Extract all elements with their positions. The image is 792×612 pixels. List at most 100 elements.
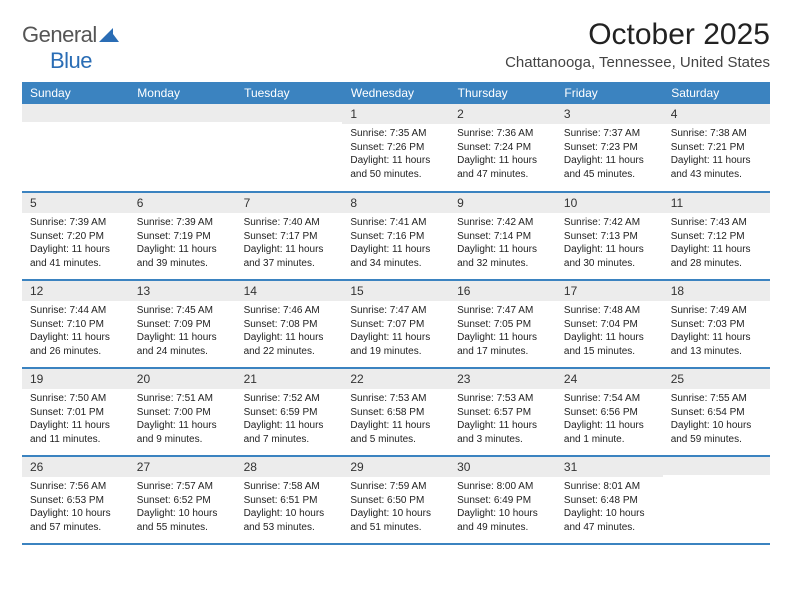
daylight-line: Daylight: 11 hours and 47 minutes. xyxy=(457,155,537,180)
day-details: Sunrise: 7:46 AMSunset: 7:08 PMDaylight:… xyxy=(236,301,343,364)
day-details: Sunrise: 7:39 AMSunset: 7:20 PMDaylight:… xyxy=(22,213,129,276)
sunrise-line: Sunrise: 7:54 AM xyxy=(564,393,640,404)
day-number: 13 xyxy=(129,281,236,301)
sunrise-line: Sunrise: 7:39 AM xyxy=(137,217,213,228)
sunrise-line: Sunrise: 7:47 AM xyxy=(457,305,533,316)
sunset-line: Sunset: 7:21 PM xyxy=(671,142,745,153)
sunset-line: Sunset: 7:03 PM xyxy=(671,319,745,330)
calendar-day-cell: 12Sunrise: 7:44 AMSunset: 7:10 PMDayligh… xyxy=(22,280,129,368)
daylight-line: Daylight: 11 hours and 37 minutes. xyxy=(244,244,324,269)
sunrise-line: Sunrise: 7:52 AM xyxy=(244,393,320,404)
calendar-day-cell: 4Sunrise: 7:38 AMSunset: 7:21 PMDaylight… xyxy=(663,104,770,192)
day-number: 19 xyxy=(22,369,129,389)
sunrise-line: Sunrise: 7:51 AM xyxy=(137,393,213,404)
calendar-week-row: 26Sunrise: 7:56 AMSunset: 6:53 PMDayligh… xyxy=(22,456,770,544)
calendar-empty-cell xyxy=(22,104,129,192)
calendar-day-cell: 3Sunrise: 7:37 AMSunset: 7:23 PMDaylight… xyxy=(556,104,663,192)
calendar-day-cell: 16Sunrise: 7:47 AMSunset: 7:05 PMDayligh… xyxy=(449,280,556,368)
daylight-line: Daylight: 11 hours and 19 minutes. xyxy=(350,332,430,357)
daylight-line: Daylight: 11 hours and 26 minutes. xyxy=(30,332,110,357)
day-details: Sunrise: 7:40 AM Sunset: 7:17 PM Daylight:… xyxy=(236,213,343,276)
daylight-line: Daylight: 10 hours and 55 minutes. xyxy=(137,508,218,533)
day-details: Sunrise: 7:41 AMSunset: 7:16 PMDaylight:… xyxy=(342,213,449,276)
calendar-day-cell: 10Sunrise: 7:42 AMSunset: 7:13 PMDayligh… xyxy=(556,192,663,280)
daylight-line: Daylight: 10 hours and 49 minutes. xyxy=(457,508,538,533)
sunrise-line: Sunrise: 7:47 AM xyxy=(350,305,426,316)
calendar-day-cell: 9Sunrise: 7:42 AMSunset: 7:14 PMDaylight… xyxy=(449,192,556,280)
calendar-empty-cell xyxy=(129,104,236,192)
calendar-day-cell: 28Sunrise: 7:58 AMSunset: 6:51 PMDayligh… xyxy=(236,456,343,544)
sunset-line: Sunset: 7:10 PM xyxy=(30,319,104,330)
sunset-line: Sunset: 6:58 PM xyxy=(350,407,424,418)
day-details: Sunrise: 7:54 AMSunset: 6:56 PMDaylight:… xyxy=(556,389,663,452)
calendar-day-cell: 30Sunrise: 8:00 AMSunset: 6:49 PMDayligh… xyxy=(449,456,556,544)
sunrise-line: Sunrise: 7:46 AM xyxy=(244,305,320,316)
day-number: 28 xyxy=(236,457,343,477)
daylight-line: Daylight: 11 hours and 41 minutes. xyxy=(30,244,110,269)
calendar-day-cell: 24Sunrise: 7:54 AMSunset: 6:56 PMDayligh… xyxy=(556,368,663,456)
sunrise-line: Sunrise: 7:45 AM xyxy=(137,305,213,316)
day-number: 23 xyxy=(449,369,556,389)
day-details: Sunrise: 7:56 AMSunset: 6:53 PMDaylight:… xyxy=(22,477,129,540)
day-number: 26 xyxy=(22,457,129,477)
daylight-line: Daylight: 11 hours and 11 minutes. xyxy=(30,420,110,445)
sunset-line: Sunset: 6:59 PM xyxy=(244,407,318,418)
sunrise-line: Sunrise: 7:56 AM xyxy=(30,481,106,492)
calendar-day-cell: 5Sunrise: 7:39 AMSunset: 7:20 PMDaylight… xyxy=(22,192,129,280)
day-number: 30 xyxy=(449,457,556,477)
sunset-line: Sunset: 7:12 PM xyxy=(671,231,745,242)
day-number: 22 xyxy=(342,369,449,389)
sunset-line: Sunset: 6:54 PM xyxy=(671,407,745,418)
daylight-line: Daylight: 11 hours and 1 minute. xyxy=(564,420,644,445)
day-details: Sunrise: 7:45 AMSunset: 7:09 PMDaylight:… xyxy=(129,301,236,364)
calendar-week-row: 19Sunrise: 7:50 AMSunset: 7:01 PMDayligh… xyxy=(22,368,770,456)
sunset-line: Sunset: 7:00 PM xyxy=(137,407,211,418)
calendar-day-cell: 27Sunrise: 7:57 AMSunset: 6:52 PMDayligh… xyxy=(129,456,236,544)
sunset-line: Sunset: 6:50 PM xyxy=(350,495,424,506)
sunrise-line: Sunrise: 7:50 AM xyxy=(30,393,106,404)
sunrise-line: Sunrise: 7:48 AM xyxy=(564,305,640,316)
weekday-header: Friday xyxy=(556,82,663,104)
calendar-day-cell: 1Sunrise: 7:35 AMSunset: 7:26 PMDaylight… xyxy=(342,104,449,192)
day-details: Sunrise: 7:53 AMSunset: 6:58 PMDaylight:… xyxy=(342,389,449,452)
sunset-line: Sunset: 7:23 PM xyxy=(564,142,638,153)
calendar-week-row: 12Sunrise: 7:44 AMSunset: 7:10 PMDayligh… xyxy=(22,280,770,368)
calendar-empty-cell xyxy=(236,104,343,192)
daylight-line: Daylight: 11 hours and 39 minutes. xyxy=(137,244,217,269)
daylight-line: Daylight: 10 hours and 47 minutes. xyxy=(564,508,645,533)
calendar-day-cell: 15Sunrise: 7:47 AMSunset: 7:07 PMDayligh… xyxy=(342,280,449,368)
day-number: 9 xyxy=(449,193,556,213)
calendar-day-cell: 25Sunrise: 7:55 AMSunset: 6:54 PMDayligh… xyxy=(663,368,770,456)
sunrise-line: Sunrise: 7:44 AM xyxy=(30,305,106,316)
day-number: 16 xyxy=(449,281,556,301)
sunrise-line: Sunrise: 7:58 AM xyxy=(244,481,320,492)
calendar-day-cell: 13Sunrise: 7:45 AMSunset: 7:09 PMDayligh… xyxy=(129,280,236,368)
day-details: Sunrise: 8:01 AMSunset: 6:48 PMDaylight:… xyxy=(556,477,663,540)
calendar-day-cell: 14Sunrise: 7:46 AMSunset: 7:08 PMDayligh… xyxy=(236,280,343,368)
calendar-day-cell: 18Sunrise: 7:49 AMSunset: 7:03 PMDayligh… xyxy=(663,280,770,368)
daylight-line: Daylight: 11 hours and 30 minutes. xyxy=(564,244,644,269)
daylight-line: Daylight: 11 hours and 7 minutes. xyxy=(244,420,324,445)
calendar-empty-cell xyxy=(663,456,770,544)
daylight-line: Daylight: 11 hours and 17 minutes. xyxy=(457,332,537,357)
day-number: 18 xyxy=(663,281,770,301)
header: General Blue October 2025 Chattanooga, T… xyxy=(22,18,770,74)
day-details: Sunrise: 7:36 AMSunset: 7:24 PMDaylight:… xyxy=(449,124,556,187)
sunset-line: Sunset: 7:17 PM xyxy=(244,231,318,242)
day-details: Sunrise: 7:49 AMSunset: 7:03 PMDaylight:… xyxy=(663,301,770,364)
day-number: 14 xyxy=(236,281,343,301)
daylight-line: Daylight: 11 hours and 9 minutes. xyxy=(137,420,217,445)
day-number: 31 xyxy=(556,457,663,477)
sunrise-line: Sunrise: 8:00 AM xyxy=(457,481,533,492)
calendar-day-cell: 8Sunrise: 7:41 AMSunset: 7:16 PMDaylight… xyxy=(342,192,449,280)
day-details: Sunrise: 8:00 AMSunset: 6:49 PMDaylight:… xyxy=(449,477,556,540)
calendar-day-cell: 6Sunrise: 7:39 AMSunset: 7:19 PMDaylight… xyxy=(129,192,236,280)
daylight-line: Daylight: 11 hours and 50 minutes. xyxy=(350,155,430,180)
daylight-line: Daylight: 11 hours and 24 minutes. xyxy=(137,332,217,357)
day-details: Sunrise: 7:43 AMSunset: 7:12 PMDaylight:… xyxy=(663,213,770,276)
sunset-line: Sunset: 7:26 PM xyxy=(350,142,424,153)
day-details: Sunrise: 7:53 AMSunset: 6:57 PMDaylight:… xyxy=(449,389,556,452)
daylight-line: Daylight: 11 hours and 5 minutes. xyxy=(350,420,430,445)
sunrise-line: Sunrise: 7:40 AM xyxy=(244,217,320,228)
month-title: October 2025 xyxy=(505,18,770,52)
